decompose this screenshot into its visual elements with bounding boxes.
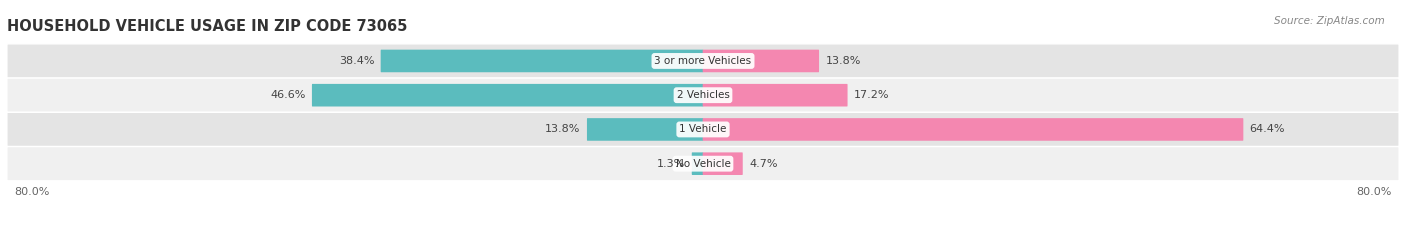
FancyBboxPatch shape <box>703 118 1243 141</box>
Text: HOUSEHOLD VEHICLE USAGE IN ZIP CODE 73065: HOUSEHOLD VEHICLE USAGE IN ZIP CODE 7306… <box>7 19 408 34</box>
Text: No Vehicle: No Vehicle <box>675 159 731 169</box>
FancyBboxPatch shape <box>692 152 703 175</box>
Text: Source: ZipAtlas.com: Source: ZipAtlas.com <box>1274 16 1385 26</box>
Text: 3 or more Vehicles: 3 or more Vehicles <box>654 56 752 66</box>
Text: 38.4%: 38.4% <box>339 56 374 66</box>
FancyBboxPatch shape <box>7 146 1399 181</box>
FancyBboxPatch shape <box>7 44 1399 78</box>
FancyBboxPatch shape <box>381 50 703 72</box>
Text: 64.4%: 64.4% <box>1250 124 1285 135</box>
Text: 1 Vehicle: 1 Vehicle <box>679 124 727 135</box>
Text: 2 Vehicles: 2 Vehicles <box>676 90 730 100</box>
Text: 1.3%: 1.3% <box>657 159 685 169</box>
FancyBboxPatch shape <box>7 112 1399 146</box>
Text: 13.8%: 13.8% <box>825 56 860 66</box>
Text: 17.2%: 17.2% <box>853 90 890 100</box>
FancyBboxPatch shape <box>703 50 820 72</box>
FancyBboxPatch shape <box>703 152 742 175</box>
FancyBboxPatch shape <box>703 84 848 106</box>
FancyBboxPatch shape <box>312 84 703 106</box>
Text: 4.7%: 4.7% <box>749 159 778 169</box>
FancyBboxPatch shape <box>586 118 703 141</box>
Text: 46.6%: 46.6% <box>270 90 305 100</box>
Text: 13.8%: 13.8% <box>546 124 581 135</box>
FancyBboxPatch shape <box>7 78 1399 112</box>
